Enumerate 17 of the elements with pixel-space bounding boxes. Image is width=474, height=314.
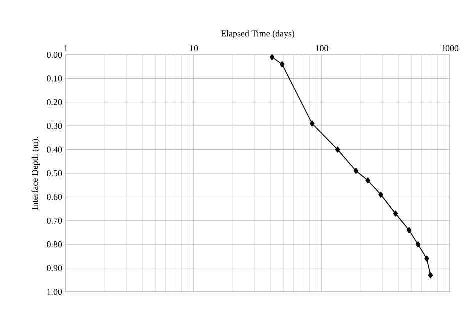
- y-tick-label: 0.20: [47, 99, 62, 106]
- y-tick-label: 0.50: [47, 170, 62, 177]
- x-tick-label: 1: [64, 46, 68, 52]
- y-axis-title: Interface Depth (m).: [32, 137, 40, 210]
- y-tick-label: 0.70: [47, 218, 62, 224]
- y-tick-label: 0.40: [47, 146, 62, 153]
- y-tick-label: 0.00: [47, 52, 62, 58]
- y-tick-label: 0.60: [47, 194, 62, 200]
- x-tick-label: 100: [316, 45, 328, 52]
- x-axis-title: Elapsed Time (days): [221, 30, 295, 39]
- x-tick-label: 1000: [442, 45, 459, 52]
- y-tick-label: 0.90: [47, 265, 62, 272]
- y-tick-label: 0.10: [47, 76, 62, 82]
- x-tick-label: 10: [190, 45, 198, 52]
- y-tick-label: 1.00: [48, 288, 62, 296]
- y-tick-label: 0.30: [47, 123, 62, 130]
- y-tick-label: 0.80: [47, 242, 62, 248]
